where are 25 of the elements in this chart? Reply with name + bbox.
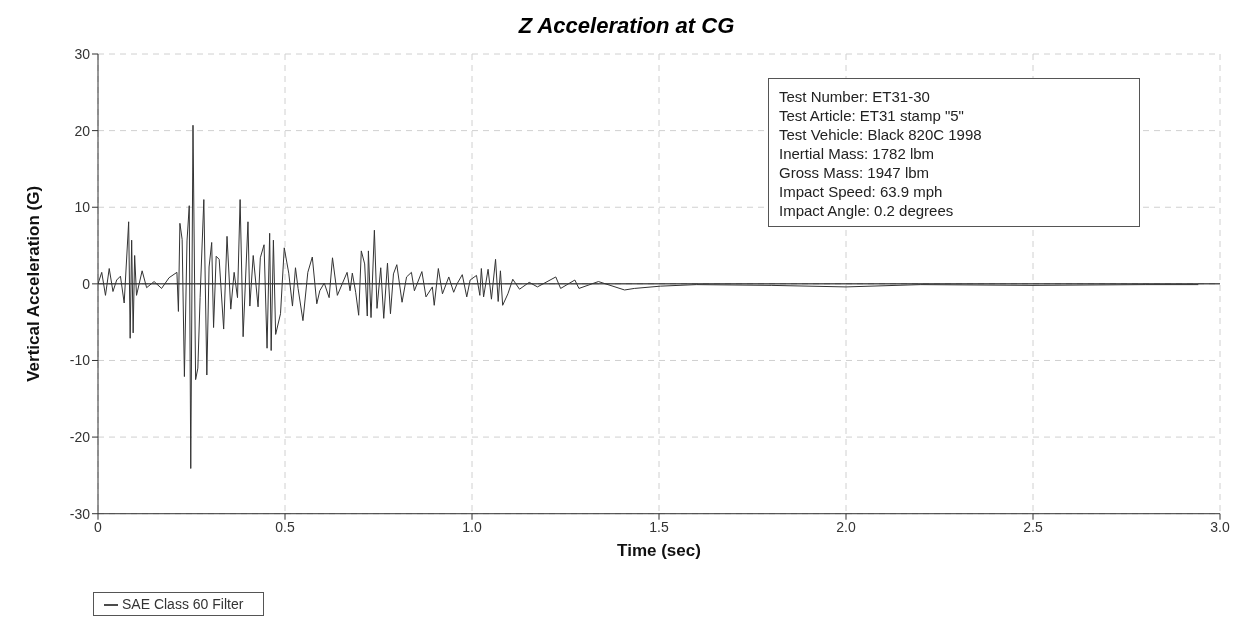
y-tick-label: 0 [82, 275, 91, 292]
y-tick-label: -30 [69, 505, 91, 522]
x-tick-label: 2.5 [1023, 518, 1043, 535]
chart-title: Z Acceleration at CG [517, 12, 736, 40]
annotation: Impact Angle: 0.2 degrees [779, 201, 955, 220]
x-tick-label: 1.5 [649, 518, 669, 535]
y-tick-label: 10 [74, 199, 91, 216]
annotation: Gross Mass: 1947 lbm [779, 163, 931, 182]
annotation: Test Vehicle: Black 820C 1998 [779, 125, 983, 144]
x-axis-title: Time (sec) [617, 540, 701, 560]
x-tick-label: 0.5 [275, 518, 295, 535]
annotation: Test Article: ET31 stamp "5" [779, 106, 965, 125]
x-tick-label: 3.0 [1210, 518, 1230, 535]
y-tick-label: 30 [74, 45, 91, 62]
y-tick-label: -10 [69, 352, 91, 369]
x-tick-label: 2.0 [836, 518, 856, 535]
y-axis-title: Vertical Acceleration (G) [24, 185, 44, 382]
x-tick-label: 1.0 [462, 518, 482, 535]
x-tick-label: 0 [94, 518, 103, 535]
annotation: Impact Speed: 63.9 mph [779, 182, 944, 201]
legend-label: SAE Class 60 Filter [122, 595, 244, 612]
y-tick-label: -20 [69, 429, 91, 446]
annotation: Inertial Mass: 1782 lbm [779, 144, 936, 163]
y-tick-label: 20 [74, 122, 91, 139]
annotation: Test Number: ET31-30 [779, 87, 931, 106]
